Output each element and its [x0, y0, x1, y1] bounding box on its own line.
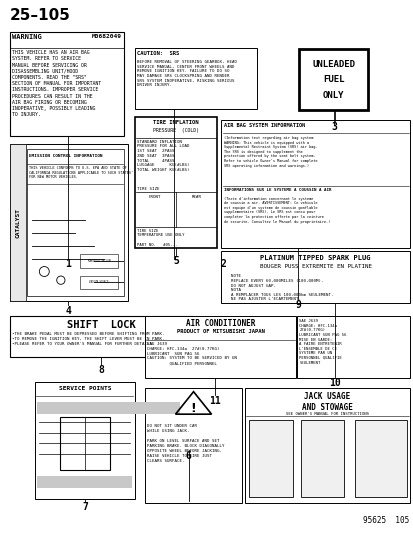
Bar	[298, 49, 368, 110]
Text: •THE BRAKE PEDAL MUST BE DEPRESSED BEFORE SHIFTING FROM PARK.
•TO REMOVE THE IGN: •THE BRAKE PEDAL MUST BE DEPRESSED BEFOR…	[12, 332, 164, 346]
Text: JACK USAGE: JACK USAGE	[304, 392, 350, 401]
Bar	[37, 402, 132, 414]
Text: SAE J639
CHARGE: HFC-134a
27#(0.77KG)
LUBRICANT SUN PAG 56
MISE EN GARDE:
A FAIR: SAE J639 CHARGE: HFC-134a 27#(0.77KG) LU…	[299, 319, 346, 365]
Text: BEFORE REMOVAL OF STEERING GEARBOX, HEAD
SERVICE MANUAL, CENTER FRONT WHEELS AND: BEFORE REMOVAL OF STEERING GEARBOX, HEAD…	[136, 60, 236, 87]
Text: REAR: REAR	[191, 195, 201, 199]
Bar	[60, 417, 109, 470]
Text: MANIFOLD VACUUM: MANIFOLD VACUUM	[88, 259, 110, 263]
Text: (Information text regarding air bag system
WARNING: This vehicle is equipped wit: (Information text regarding air bag syst…	[223, 136, 316, 167]
Text: (Texte d'information concernant le systeme
de coussin a air. AVERTISSEMENT: Ce v: (Texte d'information concernant le syste…	[223, 197, 329, 224]
Text: DO NOT SIT UNDER CAR
WHILE USING JACK.

PARK ON LEVEL SURFACE AND SET
PARKING BR: DO NOT SIT UNDER CAR WHILE USING JACK. P…	[147, 424, 224, 463]
Bar	[145, 388, 242, 503]
Text: 5: 5	[173, 256, 178, 266]
Text: TIRE SIZE
TEMPERATURE USE ONLY: TIRE SIZE TEMPERATURE USE ONLY	[136, 229, 184, 237]
Text: 11: 11	[209, 396, 221, 406]
Bar	[221, 120, 409, 248]
Text: SHIFT  LOCK: SHIFT LOCK	[67, 320, 135, 330]
Text: THIS VEHICLE HAS AN AIR BAG
SYSTEM. REFER TO SERVICE
MANUAL BEFORE SERVICING OR
: THIS VEHICLE HAS AN AIR BAG SYSTEM. REFE…	[12, 50, 101, 117]
Bar	[354, 420, 406, 497]
Bar	[145, 316, 295, 378]
Text: AIR CONDITIONER: AIR CONDITIONER	[185, 319, 254, 328]
Text: AND STOWAGE: AND STOWAGE	[301, 403, 352, 412]
Text: AIR BAG SYSTEM INFORMATION: AIR BAG SYSTEM INFORMATION	[223, 123, 304, 128]
Text: TIRE INFLATION: TIRE INFLATION	[153, 120, 198, 125]
Text: !: !	[190, 402, 196, 415]
Bar	[10, 32, 124, 136]
Bar	[80, 276, 118, 289]
Text: INFORMATIONS SUR LE SYSTEME A COUSSIN A AIR: INFORMATIONS SUR LE SYSTEME A COUSSIN A …	[223, 188, 330, 192]
Bar	[35, 382, 134, 499]
Text: WARNING: WARNING	[12, 34, 42, 40]
Text: FRONT: FRONT	[149, 195, 161, 199]
Text: 3: 3	[331, 122, 337, 132]
Text: SAE J639
CHARGE: HFC-134a  27#(0.77KG)
LUBRICANT  SUN PAG 56
CAUTION: SYSTEM TO : SAE J639 CHARGE: HFC-134a 27#(0.77KG) LU…	[147, 342, 236, 365]
Text: 95625  105: 95625 105	[362, 516, 408, 525]
Text: SERVICE POINTS: SERVICE POINTS	[59, 386, 111, 391]
Text: TIRE SIZE: TIRE SIZE	[136, 187, 159, 191]
Bar	[134, 117, 217, 248]
Bar	[27, 149, 124, 296]
Text: 10: 10	[328, 378, 339, 387]
Text: UNLEADED: UNLEADED	[311, 60, 354, 69]
Text: FUEL: FUEL	[322, 75, 344, 84]
Text: 7: 7	[82, 503, 88, 512]
Text: BOUGER PUSS EXTREMITE EN PLATINE: BOUGER PUSS EXTREMITE EN PLATINE	[259, 264, 371, 269]
Text: 4: 4	[65, 306, 71, 316]
Text: PRODUCT OF MITSUBISHI JAPAN: PRODUCT OF MITSUBISHI JAPAN	[176, 329, 263, 334]
Text: PRESSURE  (COLD): PRESSURE (COLD)	[152, 128, 199, 133]
Text: CAUTION:  SRS: CAUTION: SRS	[136, 51, 178, 55]
Bar	[10, 316, 192, 357]
Text: EMISSION CONTROL INFORMATION: EMISSION CONTROL INFORMATION	[29, 154, 102, 158]
Bar	[249, 420, 292, 497]
Text: THIS VEHICLE CONFORMS TO U.S. EPA AND STATE OF
CALIFORNIA REGULATIONS APPLICABLE: THIS VEHICLE CONFORMS TO U.S. EPA AND ST…	[29, 166, 133, 180]
Bar	[37, 476, 132, 488]
Bar	[80, 254, 118, 268]
Bar	[244, 388, 409, 503]
Bar	[134, 48, 256, 109]
Text: PLATINUM TIPPED SPARK PLUG: PLATINUM TIPPED SPARK PLUG	[260, 255, 370, 261]
Bar	[300, 420, 344, 497]
Text: 9: 9	[294, 301, 300, 310]
Text: ONLY: ONLY	[322, 91, 344, 100]
Text: 8: 8	[98, 366, 104, 375]
Bar	[297, 316, 409, 378]
Bar	[221, 251, 409, 303]
Text: M0682049: M0682049	[92, 34, 122, 39]
Text: 25–105: 25–105	[10, 8, 71, 23]
Bar	[85, 402, 180, 414]
Text: PART NO.   #05...: PART NO. #05...	[136, 243, 177, 247]
Text: VACUUM SOURCE: VACUUM SOURCE	[89, 280, 109, 285]
Text: STANDARD INFLATION
PRESSURE FOR ALL LOAD
1ST SEAT  2PASS
2ND SEAT  3PASS
TOTAL  : STANDARD INFLATION PRESSURE FOR ALL LOAD…	[136, 140, 189, 172]
Text: NOTE
  REPLACE EVERY 60,000MILES (100,000M).
  DO NOT ADJUST GAP.
  NOTA
  A REM: NOTE REPLACE EVERY 60,000MILES (100,000M…	[225, 274, 332, 302]
Text: SEE OWNER'S MANUAL FOR INSTRUCTIONS: SEE OWNER'S MANUAL FOR INSTRUCTIONS	[285, 412, 368, 416]
Bar	[10, 144, 128, 301]
Text: 6: 6	[185, 451, 191, 461]
Bar	[10, 144, 26, 301]
Text: 1: 1	[65, 259, 71, 269]
Text: 2: 2	[221, 259, 226, 269]
Text: CATALYST: CATALYST	[16, 207, 21, 238]
